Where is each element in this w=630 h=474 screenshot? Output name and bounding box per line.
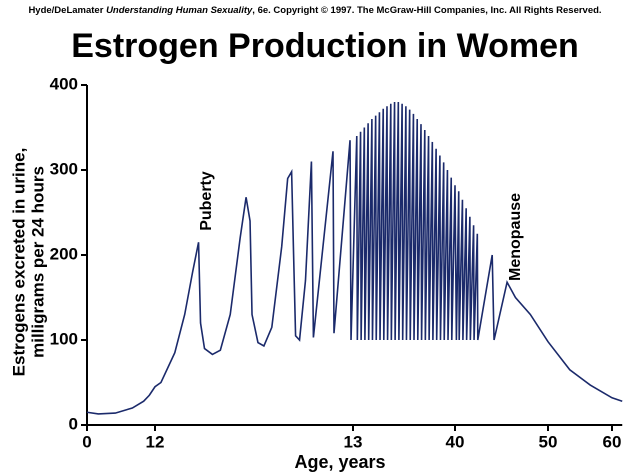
data-line — [86, 101, 623, 415]
annotation: Puberty — [198, 171, 215, 231]
y-tick-label: 300 — [50, 159, 78, 178]
x-tick-label: 40 — [446, 432, 465, 451]
y-axis-label-line: milligrams per 24 hours — [28, 166, 47, 358]
x-tick-label: 60 — [603, 432, 622, 451]
x-tick-label: 0 — [82, 432, 91, 451]
y-tick-label: 0 — [69, 414, 78, 433]
credit-book: Understanding Human Sexuality — [106, 5, 253, 16]
y-tick-label: 100 — [50, 329, 78, 348]
y-tick-label: 400 — [50, 74, 78, 93]
credit: Hyde/DeLamater Understanding Human Sexua… — [28, 5, 601, 16]
credit-rights: , 6e. Copyright © 1997. The McGraw-Hill … — [252, 5, 601, 16]
x-tick-label: 50 — [539, 432, 558, 451]
y-axis-label: Estrogens excreted in urine, milligrams … — [9, 148, 47, 377]
credit-authors: Hyde/DeLamater — [28, 5, 103, 16]
y-axis-label-line: Estrogens excreted in urine, — [9, 148, 28, 377]
chart-title: Estrogen Production in Women — [71, 27, 579, 65]
annotation: Menopause — [507, 193, 524, 281]
y-tick-label: 200 — [50, 244, 78, 263]
x-axis-label: Age, years — [294, 452, 385, 472]
x-tick-label: 12 — [146, 432, 165, 451]
x-tick-label: 13 — [344, 432, 363, 451]
